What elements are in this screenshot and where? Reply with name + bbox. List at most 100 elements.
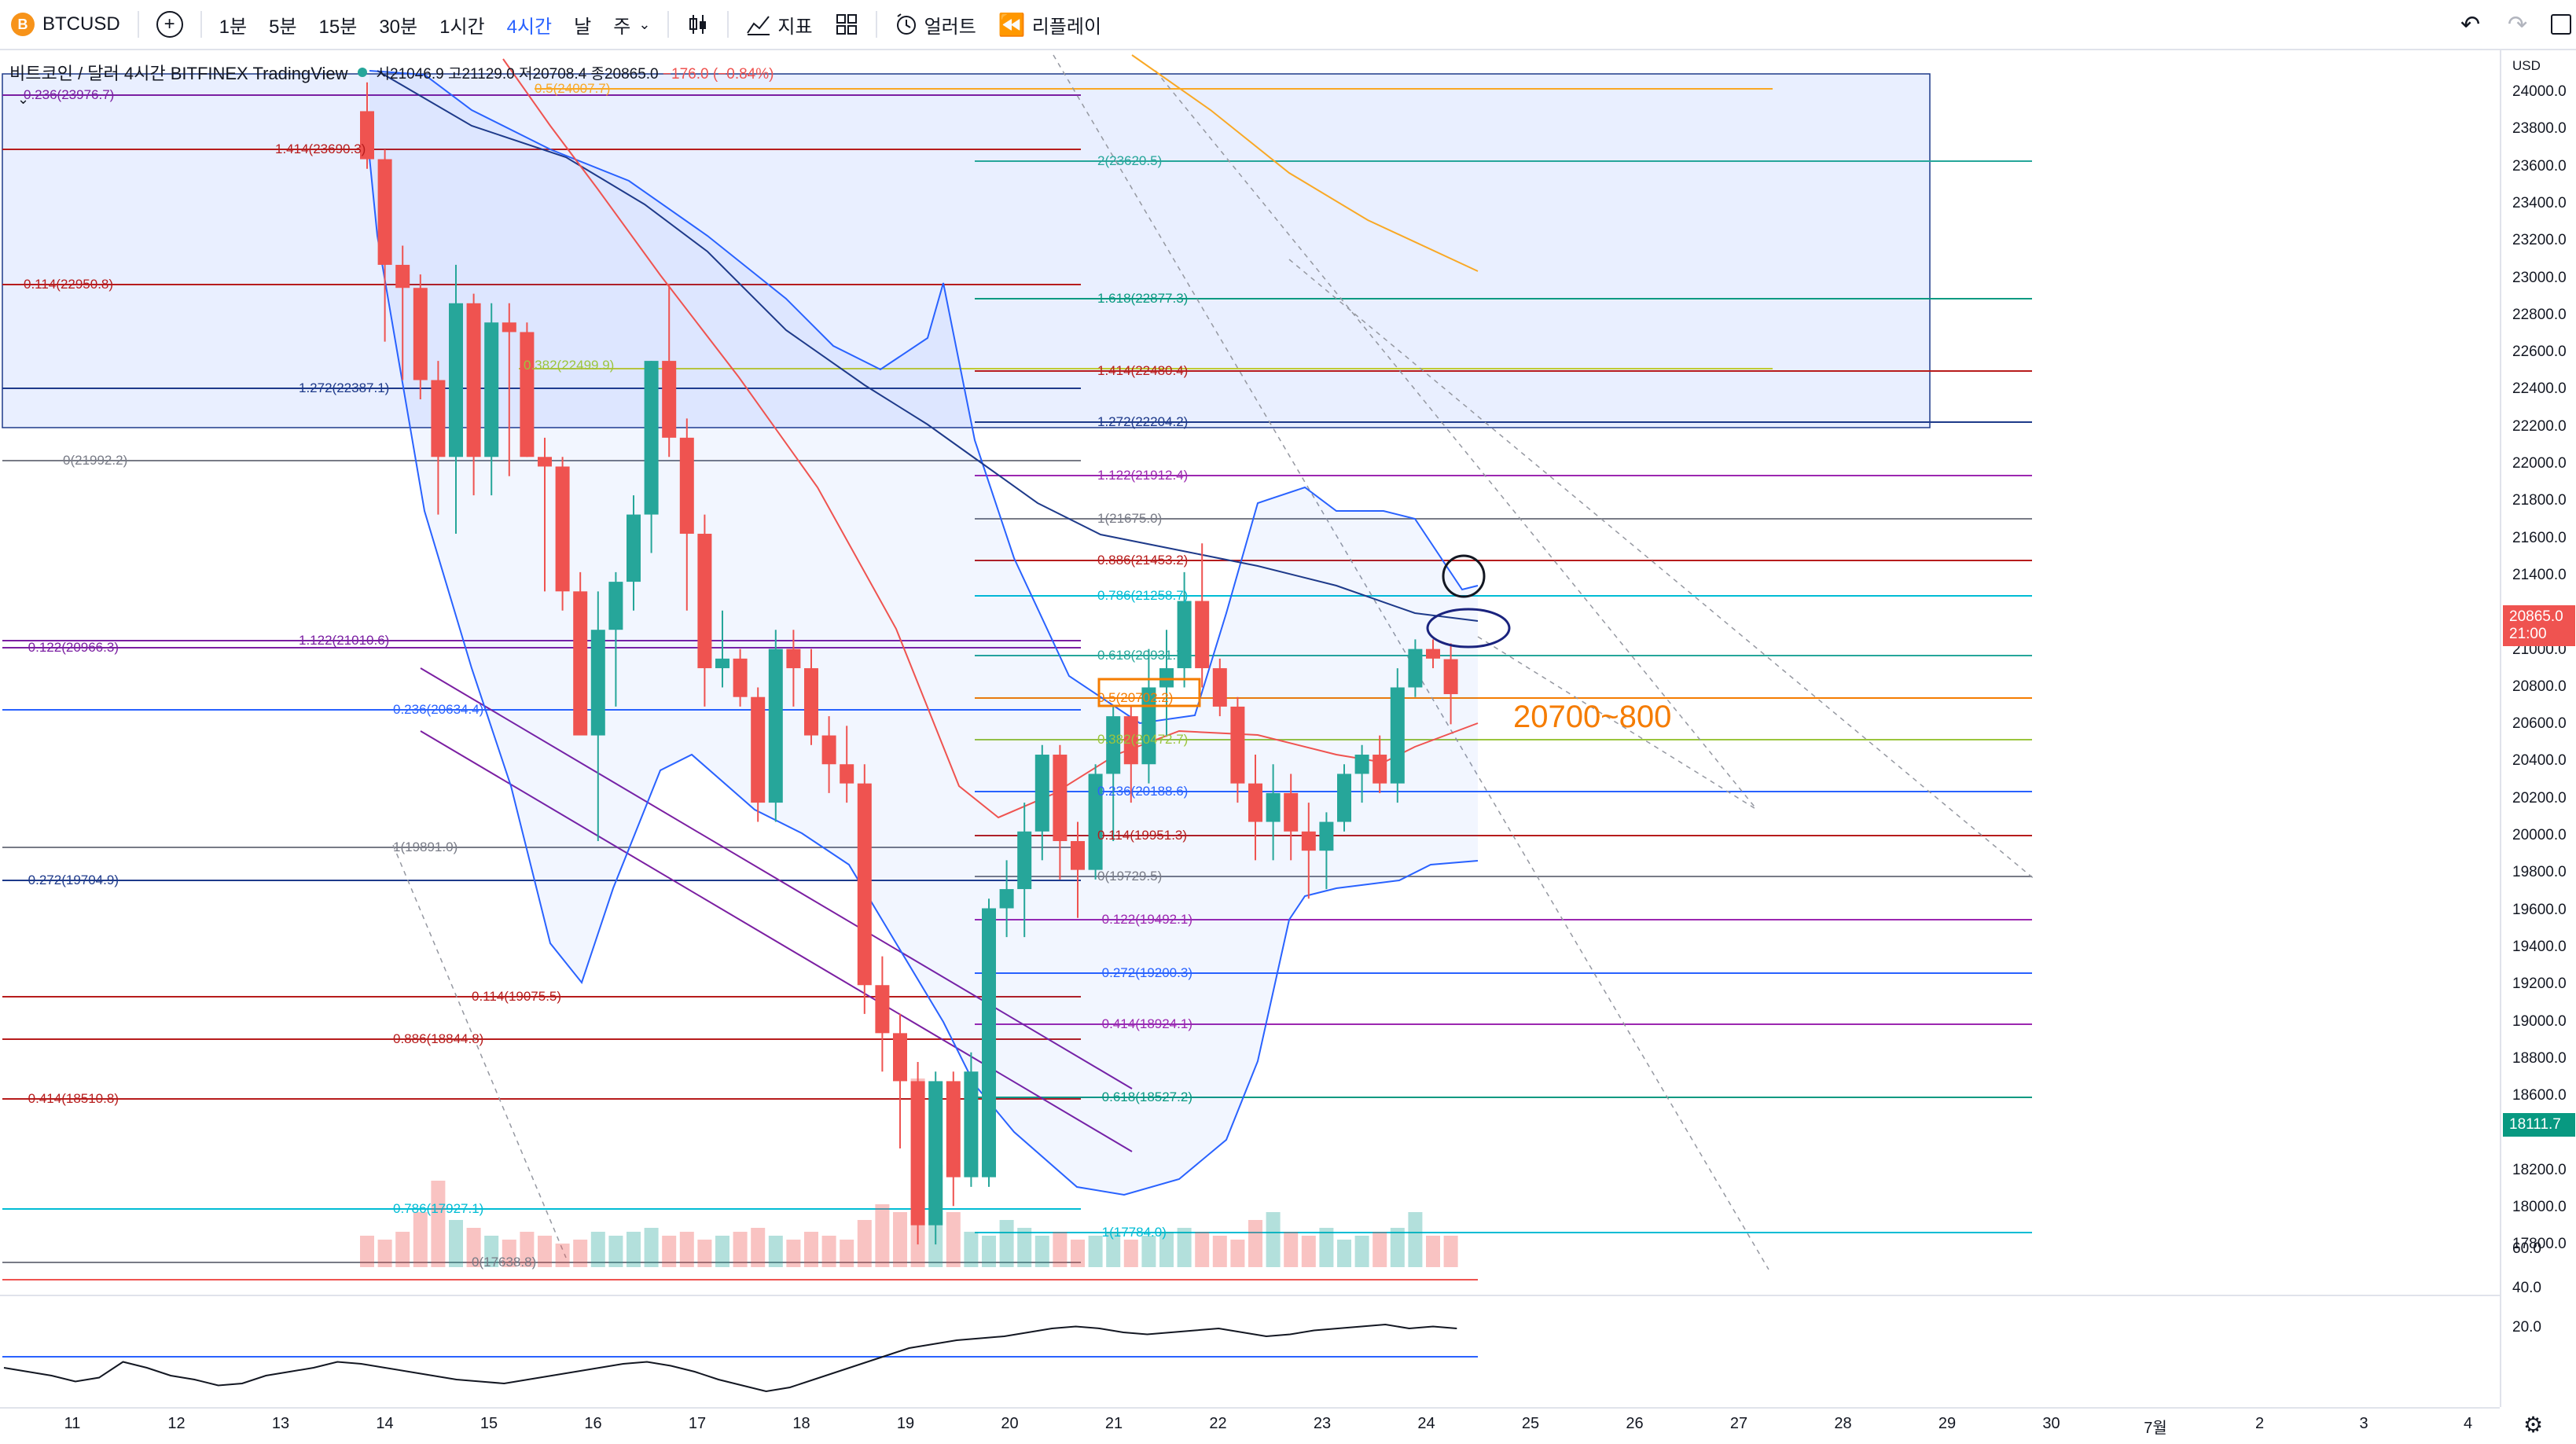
time-tick: 18 — [792, 1415, 810, 1432]
fib-label: 0.382(22499.9) — [524, 358, 615, 373]
timeframe-1h[interactable]: 1시간 — [439, 16, 485, 38]
symbol-search-button[interactable]: B BTCUSD — [0, 0, 131, 49]
timeframe-4h[interactable]: 4시간 — [506, 16, 553, 38]
bollinger-upper-line — [369, 70, 1479, 725]
time-tick: 26 — [1626, 1415, 1644, 1432]
current-price-badge: 20865.0 21:00 — [2503, 605, 2575, 646]
price-tick: 20400.0 — [2512, 752, 2567, 770]
osc-tick: 40.0 — [2512, 1280, 2541, 1296]
price-tick: 22200.0 — [2512, 417, 2567, 435]
volume-bar — [1159, 1232, 1174, 1267]
price-tick: 18600.0 — [2512, 1087, 2567, 1104]
redo-button[interactable]: ↷ — [2508, 0, 2527, 49]
price-tick: 17800.0 — [2512, 1236, 2567, 1253]
volume-bar — [1390, 1228, 1405, 1267]
candle-body — [502, 322, 516, 333]
time-tick: 11 — [64, 1415, 81, 1432]
add-symbol-button[interactable]: + — [145, 0, 194, 49]
timeframe-5m[interactable]: 5분 — [269, 16, 297, 38]
ema-line — [502, 58, 1479, 819]
layout-icon — [836, 14, 857, 35]
replay-button[interactable]: ⏪ 리플레이 — [987, 0, 1112, 49]
indicators-button[interactable]: 지표 — [735, 0, 823, 49]
time-tick: 23 — [1313, 1415, 1332, 1432]
volume-bar — [697, 1240, 712, 1267]
time-tick: 30 — [2042, 1415, 2060, 1432]
candle-body — [608, 582, 623, 630]
chart-pane[interactable] — [0, 50, 2500, 1407]
candle-body — [1159, 668, 1174, 688]
timeframe-dropdown[interactable]: 주 ⌄ — [602, 0, 661, 49]
fib-label: 1.122(21912.4) — [1097, 468, 1189, 483]
volume-bar — [1266, 1212, 1281, 1267]
price-tick: 22000.0 — [2512, 455, 2567, 472]
chart-settings-button[interactable]: ⚙ — [2523, 1412, 2543, 1438]
candle-body — [733, 658, 748, 697]
time-tick: 4 — [2463, 1415, 2473, 1432]
time-scale[interactable]: 11 12 13 14 15 16 17 18 19 20 21 22 23 24 25 26 27 28 29 30… — [0, 1407, 2500, 1444]
volume-bar — [484, 1236, 499, 1267]
volume-bar — [1123, 1240, 1138, 1267]
chart-legend: 비트코인 / 달러 4시간 BITFINEX TradingView 시2104… — [9, 60, 774, 85]
add-symbol-icon: + — [156, 11, 183, 38]
candle-body — [538, 457, 552, 467]
fib-label: 1.272(22387.1) — [299, 380, 390, 395]
volume-bar — [1337, 1240, 1351, 1267]
fib-label: 0.786(21258.7) — [1097, 588, 1189, 603]
replay-icon: ⏪ — [998, 12, 1026, 37]
candle-body — [1212, 668, 1227, 707]
volume-bar — [431, 1181, 446, 1267]
candle-body — [395, 264, 410, 288]
time-tick: 3 — [2359, 1415, 2368, 1432]
fullscreen-button[interactable] — [2551, 0, 2571, 49]
layout-button[interactable] — [824, 0, 869, 49]
fib-label: 0.886(18844.8) — [393, 1031, 484, 1046]
timeframe-1d[interactable]: 날 — [574, 16, 592, 38]
candle-body — [821, 735, 836, 765]
volume-bar — [1088, 1236, 1103, 1267]
volume-bar — [1284, 1232, 1299, 1267]
settings-icon: ⚙ — [2523, 1413, 2544, 1437]
fib-label: 0.5(20702.2) — [1097, 690, 1174, 705]
volume-bar — [1301, 1236, 1316, 1267]
alert-label: 얼러트 — [924, 16, 976, 38]
price-tick: 19200.0 — [2512, 976, 2567, 993]
time-tick: 22 — [1209, 1415, 1227, 1432]
time-tick: 27 — [1729, 1415, 1748, 1432]
alert-button[interactable]: 얼러트 — [884, 0, 987, 49]
candle-body — [1106, 716, 1121, 774]
price-zone-annotation[interactable]: 20700~800 — [1513, 700, 1672, 734]
price-scale[interactable]: USD 24000.0 23800.0 23600.0 23400.0 23200.0 2… — [2500, 50, 2576, 1407]
legend-ohlc: 시21046.9 고21129.0 저20708.4 종20865.0 −176… — [377, 62, 774, 83]
volume-bar — [751, 1228, 766, 1267]
legend-collapse-button[interactable]: ⌄ — [17, 91, 29, 108]
bar-style-button[interactable] — [675, 0, 721, 49]
fib-label: 0.236(23976.7) — [24, 87, 115, 102]
volume-bar — [1230, 1240, 1245, 1267]
price-tick: 20800.0 — [2512, 678, 2567, 695]
timeframe-15m[interactable]: 15분 — [318, 16, 358, 38]
bollinger-band-fill — [369, 71, 1478, 1195]
volume-bar — [1426, 1236, 1440, 1267]
marker-price-badge: 18111.7 — [2503, 1113, 2575, 1137]
undo-button[interactable]: ↶ — [2460, 0, 2480, 49]
price-tick: 20200.0 — [2512, 789, 2567, 807]
trend-line — [1288, 259, 2037, 881]
candle-body — [484, 322, 499, 457]
candle-body — [715, 658, 729, 669]
volume-bar — [377, 1240, 392, 1267]
timeframe-30m[interactable]: 30분 — [379, 16, 418, 38]
price-tick: 19600.0 — [2512, 901, 2567, 918]
price-chart[interactable] — [0, 50, 2500, 1407]
timeframe-1m[interactable]: 1분 — [219, 16, 248, 38]
toolbar-divider — [200, 11, 202, 38]
price-tick: 24000.0 — [2512, 83, 2567, 100]
fib-label: 0.5(24007.7) — [535, 81, 611, 96]
price-tick: 23400.0 — [2512, 194, 2567, 211]
volume-bar — [1017, 1228, 1032, 1267]
legend-close: 종20865.0 — [590, 65, 659, 83]
price-tick: 22600.0 — [2512, 344, 2567, 361]
candle-body — [893, 1033, 907, 1082]
volume-bar — [662, 1236, 677, 1267]
